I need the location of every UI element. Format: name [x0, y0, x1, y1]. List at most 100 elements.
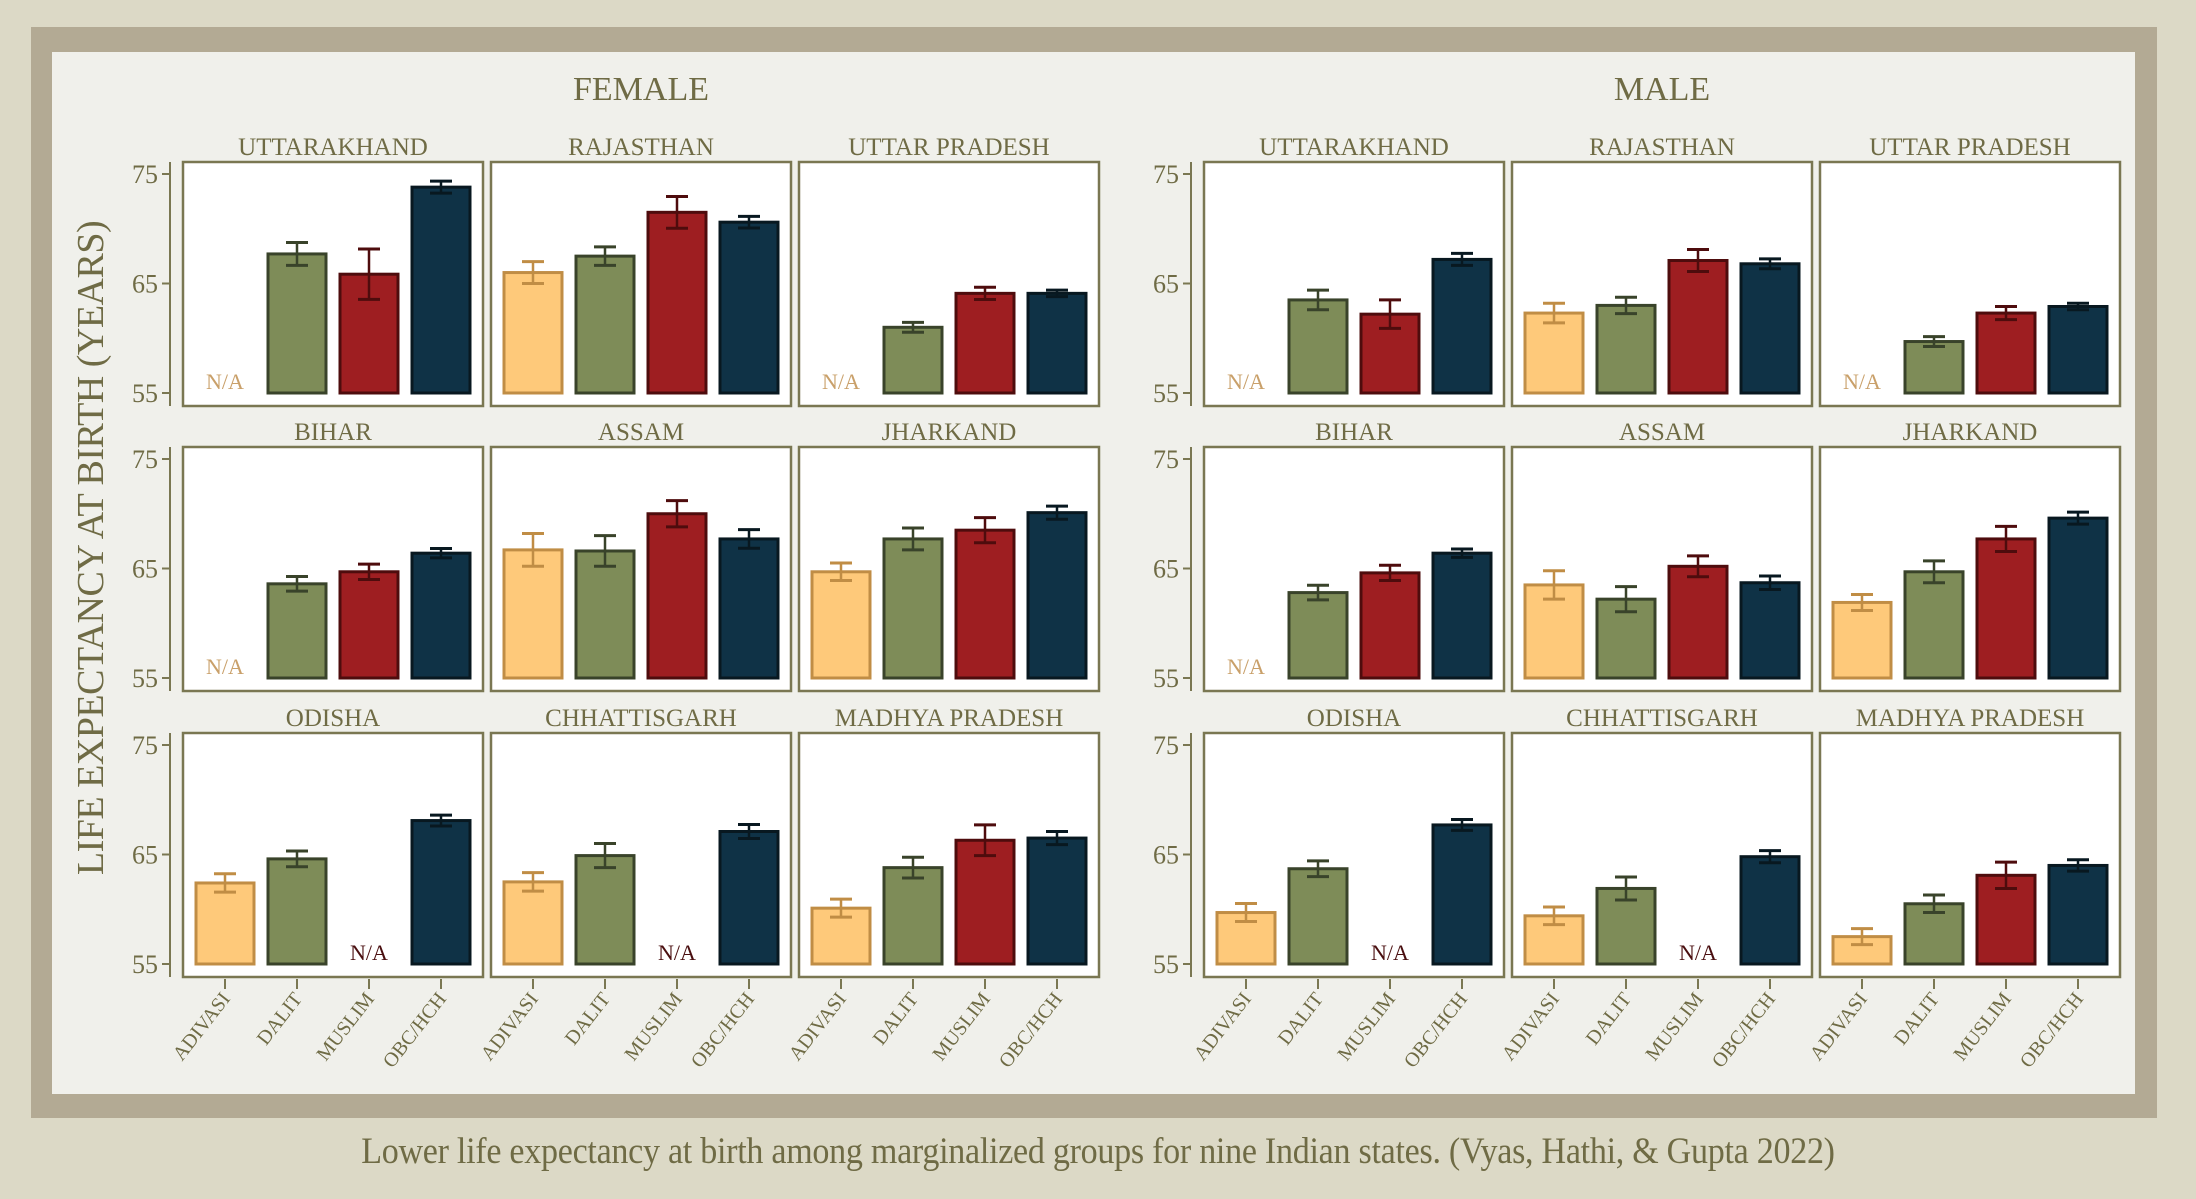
y-tick-label: 75	[132, 445, 158, 474]
bar-obc-hch	[1026, 511, 1088, 680]
panel-frame	[1818, 160, 2122, 408]
panel-title-odisha: ODISHA	[286, 705, 380, 732]
x-tick-label: OBC/HCH	[1400, 989, 1472, 1073]
panel-title-rajasthan: RAJASTHAN	[1589, 134, 1735, 161]
bar-muslim	[1975, 537, 2037, 680]
bar-obc-hch	[2047, 304, 2109, 395]
bar-muslim	[1975, 873, 2037, 966]
sex-header-male: MALE	[1614, 71, 1710, 108]
bar-obc-hch	[410, 551, 472, 680]
panel-title-madhya-pradesh: MADHYA PRADESH	[1856, 705, 2085, 732]
na-label: N/A	[822, 369, 860, 394]
y-tick-label: 75	[1153, 731, 1179, 760]
x-tick-label: DALIT	[253, 989, 307, 1050]
bar-obc-hch	[1739, 855, 1801, 966]
bar-dalit	[882, 325, 944, 395]
x-tick-label: ADIVASI	[1806, 989, 1872, 1065]
panel-title-chhattisgarh: CHHATTISGARH	[1566, 705, 1758, 732]
panel-title-rajasthan: RAJASTHAN	[568, 134, 714, 161]
bar-obc-hch	[718, 830, 780, 966]
bar-obc-hch	[2047, 516, 2109, 680]
bar-dalit	[1903, 570, 1965, 680]
panel-title-uttar-pradesh: UTTAR PRADESH	[848, 134, 1050, 161]
bar-muslim	[954, 528, 1016, 680]
x-tick-label: DALIT	[1274, 989, 1328, 1050]
y-tick-label: 75	[132, 731, 158, 760]
bar-muslim	[646, 512, 708, 680]
y-tick-label: 65	[132, 555, 158, 584]
x-tick-label: ADIVASI	[477, 989, 543, 1065]
y-tick-label: 75	[1153, 445, 1179, 474]
x-tick-label: ADIVASI	[1190, 989, 1256, 1065]
chart-caption: Lower life expectancy at birth among mar…	[361, 1131, 1835, 1172]
bar-obc-hch	[1026, 291, 1088, 395]
bar-adivasi	[810, 570, 872, 680]
bar-dalit	[574, 549, 636, 680]
bar-obc-hch	[718, 220, 780, 395]
y-tick-label: 65	[132, 270, 158, 299]
panel-title-odisha: ODISHA	[1307, 705, 1401, 732]
bar-muslim	[1667, 564, 1729, 680]
x-tick-label: OBC/HCH	[687, 989, 759, 1073]
bar-dalit	[1287, 867, 1349, 966]
x-tick-label: ADIVASI	[169, 989, 235, 1065]
x-tick-label: MUSLIM	[1333, 988, 1400, 1065]
bar-dalit	[574, 254, 636, 395]
y-tick-label: 65	[132, 841, 158, 870]
bar-dalit	[1595, 303, 1657, 395]
panel-title-bihar: BIHAR	[294, 419, 372, 446]
y-tick-label: 55	[132, 379, 158, 408]
bar-muslim	[954, 838, 1016, 966]
bar-dalit	[1287, 591, 1349, 680]
x-tick-label: MUSLIM	[312, 988, 379, 1065]
x-tick-label: ADIVASI	[785, 989, 851, 1065]
x-tick-label: ADIVASI	[1498, 989, 1564, 1065]
bar-dalit	[266, 582, 328, 680]
bar-muslim	[1359, 571, 1421, 680]
bar-adivasi	[502, 271, 564, 395]
bar-obc-hch	[1739, 581, 1801, 680]
bar-obc-hch	[1026, 836, 1088, 966]
x-tick-label: MUSLIM	[1641, 988, 1708, 1065]
na-label: N/A	[206, 369, 244, 394]
x-tick-label: DALIT	[561, 989, 615, 1050]
y-tick-label: 55	[1153, 950, 1179, 979]
x-tick-label: MUSLIM	[1949, 988, 2016, 1065]
na-label: N/A	[206, 654, 244, 679]
panel-title-uttar-pradesh: UTTAR PRADESH	[1869, 134, 2071, 161]
y-tick-label: 55	[132, 664, 158, 693]
bar-muslim	[1667, 259, 1729, 395]
x-tick-label: OBC/HCH	[995, 989, 1067, 1073]
bar-muslim	[646, 210, 708, 395]
y-tick-label: 65	[1153, 270, 1179, 299]
bar-obc-hch	[1431, 257, 1493, 395]
x-tick-label: MUSLIM	[620, 988, 687, 1065]
y-tick-label: 55	[132, 950, 158, 979]
na-label: N/A	[1843, 369, 1881, 394]
bar-adivasi	[194, 881, 256, 966]
panel-title-assam: ASSAM	[1619, 419, 1705, 446]
x-tick-label: OBC/HCH	[2016, 989, 2088, 1073]
bar-adivasi	[1831, 600, 1893, 680]
bar-adivasi	[502, 548, 564, 680]
na-label: N/A	[658, 940, 696, 965]
bar-obc-hch	[410, 819, 472, 966]
panel-title-bihar: BIHAR	[1315, 419, 1393, 446]
panel-title-jharkand: JHARKAND	[1903, 419, 2038, 446]
bar-obc-hch	[1431, 551, 1493, 680]
bar-dalit	[266, 252, 328, 395]
panel-title-chhattisgarh: CHHATTISGARH	[545, 705, 737, 732]
x-tick-label: DALIT	[869, 989, 923, 1050]
bar-adivasi	[1523, 311, 1585, 395]
bar-obc-hch	[1431, 823, 1493, 966]
bar-dalit	[882, 537, 944, 680]
x-tick-label: OBC/HCH	[1708, 989, 1780, 1073]
na-label: N/A	[350, 940, 388, 965]
x-tick-label: DALIT	[1582, 989, 1636, 1050]
na-label: N/A	[1371, 940, 1409, 965]
panel-title-uttarakhand: UTTARAKHAND	[238, 134, 428, 161]
y-tick-label: 65	[1153, 555, 1179, 584]
bar-dalit	[882, 866, 944, 966]
bar-dalit	[1287, 298, 1349, 395]
